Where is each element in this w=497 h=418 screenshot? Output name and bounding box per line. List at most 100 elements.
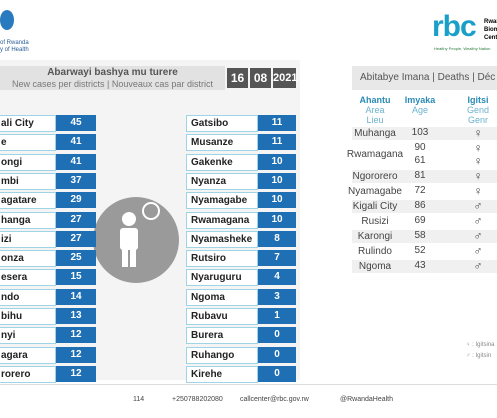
cases-header [0,66,225,90]
district-name: onza [0,250,56,268]
row-bg [352,260,497,273]
logo-text: y of Health [0,47,29,53]
column-header: Age [411,105,428,115]
district-count: 14 [56,288,96,305]
district-name: Kirehe [186,365,258,383]
district-name: Rubavu [186,308,258,325]
area: Nyamagabe [348,185,402,197]
district-count: 0 [258,365,296,382]
cases-subtitle: New cases per districts | Nouveaux cas p… [12,79,213,89]
column-header: Genr [467,115,488,125]
district-name: Musanze [186,134,258,152]
gender: ♀ [473,141,483,155]
district-name: izi [0,230,56,248]
district-count: 12 [56,365,96,382]
district-count: 0 [258,327,296,344]
logo [0,10,14,30]
district-count: 45 [56,115,96,131]
area: Muhanga [354,127,396,139]
footer-item: +250788202080 [172,396,223,403]
deaths-header [352,66,497,90]
column-header: Lieu [366,115,384,125]
age: 52 [414,245,426,256]
district-name: Rwamagana [186,211,258,229]
gender: ♀ [473,169,483,183]
age: 103 [411,127,429,138]
area: Ngororero [352,170,398,182]
district-count: 29 [56,192,96,209]
date-month: 08 [250,68,271,88]
column-header: Imyaka [404,95,436,105]
gender: ♀ [473,184,483,198]
date-year: 2021 [273,68,297,88]
logo-text: of Rwanda [0,40,29,46]
column-header: Gend [466,105,490,115]
district-name: Rutsiro [186,250,258,268]
row-bg [352,170,497,183]
district-name: Nyanza [186,172,258,190]
district-count: 4 [258,269,296,286]
district-name: ndo [0,288,56,306]
person-icon [120,202,160,267]
district-count: 11 [258,115,296,131]
district-count: 11 [258,134,296,151]
legend-item: ♀ : Igitsina [466,342,495,348]
district-name: Burera [186,327,258,345]
district-name: mbi [0,172,56,190]
age: 58 [414,230,426,241]
district-count: 10 [258,211,296,228]
gender: ♂ [473,199,483,213]
area: Rwamagana [346,149,404,160]
district-name: Nyamagabe [186,192,258,210]
district-name: Nyamasheke [186,230,258,248]
footer-item: 114 [133,396,145,403]
district-count: 15 [56,269,96,286]
district-name: ali City [0,115,56,132]
district-count: 13 [56,308,96,324]
district-name: ongi [0,153,56,171]
district-count: 12 [56,346,96,363]
column-header: Ahantu [359,95,391,105]
district-count: 8 [258,230,296,247]
rbc-logo: rbc [432,10,477,43]
row-bg [352,200,497,213]
age: 86 [414,200,426,211]
rbc-line: Biom [484,27,497,33]
district-name: e [0,134,56,152]
district-name: rorero [0,365,56,383]
footer-rule [0,384,497,385]
area: Ngoma [358,260,392,272]
gender: ♀ [473,154,483,168]
district-name: Ruhango [186,346,258,364]
district-name: agara [0,346,56,364]
age: 90 [414,142,426,153]
footer-item: @RwandaHealth [340,396,394,403]
district-count: 27 [56,230,96,247]
deaths-title: Abitabye Imana | Deaths | Déc [360,72,496,83]
district-count: 41 [56,153,96,170]
column-header: Area [365,105,385,115]
district-count: 41 [56,134,96,151]
gender: ♂ [473,244,483,258]
district-count: 10 [258,153,296,170]
district-name: hanga [0,211,56,229]
district-name: agatare [0,192,56,210]
district-name: Ngoma [186,288,258,306]
age: 43 [414,260,426,271]
age: 69 [414,215,426,226]
district-name: Gakenke [186,153,258,171]
district-count: 7 [258,250,296,267]
column-header: Igitsi [467,95,489,105]
district-count: 10 [258,192,296,209]
age: 81 [414,170,426,181]
rbc-line: Rwanda [484,19,497,25]
row-bg [352,127,497,140]
district-count: 1 [258,308,296,324]
row-bg [352,230,497,243]
district-name: Nyaruguru [186,269,258,287]
cases-title: Abarwayi bashya mu turere [47,67,178,78]
gender: ♂ [473,229,483,243]
tagline: Healthy People, Wealthy Nation [434,46,491,51]
district-count: 3 [258,288,296,305]
